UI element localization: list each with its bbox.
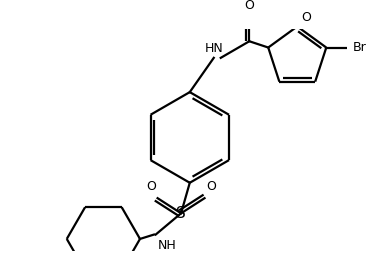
Text: O: O: [206, 180, 215, 193]
Text: O: O: [302, 11, 312, 24]
Text: HN: HN: [204, 42, 223, 55]
Text: Br: Br: [352, 41, 366, 54]
Text: O: O: [146, 180, 156, 193]
Text: NH: NH: [157, 239, 176, 252]
Text: O: O: [244, 0, 254, 12]
Text: S: S: [176, 206, 186, 221]
